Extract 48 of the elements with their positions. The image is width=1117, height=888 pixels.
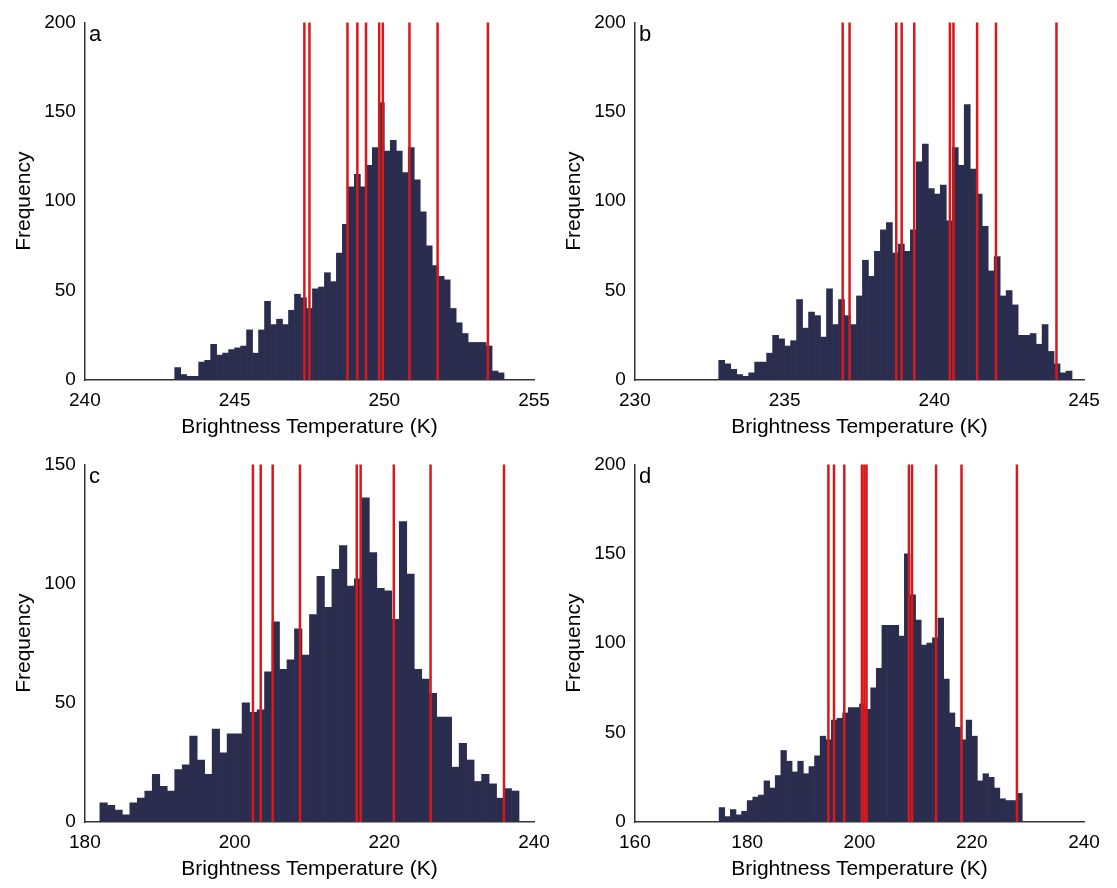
x-tick-label: 180 (69, 830, 101, 852)
y-axis-title: Frequency (11, 151, 35, 251)
annotation: d (638, 463, 652, 489)
y-axis-title: Frequency (11, 593, 35, 693)
y-tick-label: 100 (594, 631, 626, 653)
y-tick-label: 0 (65, 810, 76, 832)
x-tick-label: 180 (731, 830, 764, 852)
y-tick-label: 100 (44, 571, 76, 593)
annotation: c (88, 463, 100, 489)
y-tick-label: 0 (65, 368, 76, 390)
y-tick-label: 0 (615, 810, 626, 832)
y-axis-title: Frequency (561, 593, 585, 693)
y-tick-label: 200 (594, 452, 626, 474)
x-axis-title: Brightness Temperature (K) (181, 856, 438, 880)
x-tick-label: 240 (1068, 830, 1100, 852)
y-tick-label: 50 (54, 691, 76, 713)
y-axis-title: Frequency (561, 151, 585, 251)
x-axis-title: Brightness Temperature (K) (731, 414, 988, 438)
x-tick-label: 240 (518, 830, 550, 852)
annotation: b (638, 21, 652, 47)
x-tick-label: 245 (218, 388, 251, 410)
y-tick-label: 150 (44, 452, 76, 474)
y-tick-label: 150 (44, 100, 76, 122)
y-tick-label: 150 (594, 542, 626, 564)
x-tick-label: 200 (218, 830, 251, 852)
x-tick-label: 220 (955, 830, 988, 852)
x-tick-label: 160 (619, 830, 651, 852)
y-tick-label: 100 (44, 189, 76, 211)
y-tick-label: 200 (44, 10, 76, 32)
y-tick-label: 0 (615, 368, 626, 390)
x-tick-label: 255 (518, 388, 550, 410)
y-tick-label: 150 (594, 100, 626, 122)
x-tick-label: 230 (619, 388, 651, 410)
x-tick-label: 240 (69, 388, 101, 410)
y-tick-label: 50 (604, 720, 626, 742)
x-tick-label: 240 (918, 388, 951, 410)
y-tick-label: 50 (54, 278, 76, 300)
x-axis-title: Brightness Temperature (K) (181, 414, 438, 438)
x-tick-label: 245 (1068, 388, 1100, 410)
x-tick-label: 200 (843, 830, 876, 852)
y-tick-label: 50 (604, 278, 626, 300)
x-tick-label: 220 (368, 830, 401, 852)
x-tick-label: 250 (368, 388, 401, 410)
x-axis-title: Brightness Temperature (K) (731, 856, 988, 880)
y-tick-label: 200 (594, 10, 626, 32)
y-tick-label: 100 (594, 189, 626, 211)
annotation: a (88, 21, 102, 47)
x-tick-label: 235 (768, 388, 801, 410)
